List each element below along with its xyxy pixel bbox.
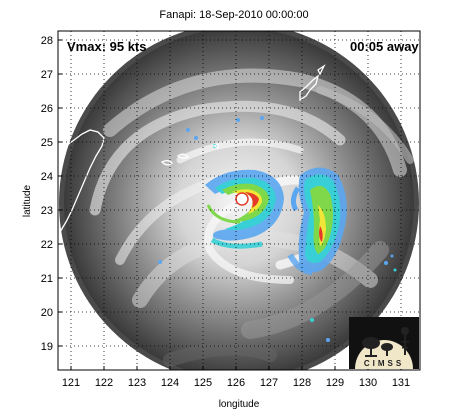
y-tick-label: 27	[41, 69, 53, 81]
x-tick-label: 131	[392, 377, 410, 389]
miyako	[176, 153, 190, 159]
island-south	[111, 346, 119, 354]
okinawa-coast	[299, 74, 320, 102]
x-tick-label: 125	[194, 377, 212, 389]
x-tick-label: 123	[128, 377, 146, 389]
y-tick-label: 26	[41, 103, 53, 115]
y-tick-label: 22	[41, 239, 53, 251]
x-axis-label: longitude	[219, 399, 260, 410]
y-tick-label: 21	[41, 273, 53, 285]
rain-band-east	[287, 167, 347, 275]
time-away-label: 00:05 away	[350, 39, 419, 54]
y-tick-labels: 19 20 21 22 23 24 25 26 27 28	[41, 35, 53, 353]
okinawa-north	[317, 64, 326, 76]
x-tick-label: 130	[359, 377, 377, 389]
x-tick-label: 128	[293, 377, 311, 389]
map-title: Fanapi: 18-Sep-2010 00:00:00	[159, 9, 309, 21]
x-tick-label: 129	[326, 377, 344, 389]
y-tick-label: 23	[41, 205, 53, 217]
y-axis-label: latitude	[22, 184, 33, 217]
islet-a	[212, 142, 219, 150]
y-tick-label: 25	[41, 137, 53, 149]
cimss-logo-text: CIMSS	[364, 359, 404, 368]
tick-marks	[58, 39, 402, 370]
y-tick-label: 20	[41, 307, 53, 319]
island-sw	[85, 326, 92, 332]
x-tick-label: 121	[62, 377, 80, 389]
rain-band-west	[205, 169, 284, 249]
ishigaki	[160, 160, 173, 166]
plot-frame	[57, 30, 421, 371]
x-tick-label: 122	[95, 377, 113, 389]
vmax-label: Vmax: 95 kts	[67, 39, 147, 54]
x-tick-label: 124	[161, 377, 179, 389]
y-tick-label: 24	[41, 171, 53, 183]
storm-eye	[236, 193, 248, 205]
cloud-bands	[89, 68, 414, 367]
grid-lines	[58, 31, 420, 370]
x-tick-label: 127	[260, 377, 278, 389]
cimss-logo: CIMSS	[349, 317, 419, 369]
x-tick-labels: 121 122 123 124 125 126 127 128 129 130 …	[62, 377, 410, 389]
coastlines	[58, 64, 326, 354]
taiwan-coast	[58, 129, 105, 237]
y-tick-label: 19	[41, 341, 53, 353]
y-tick-label: 28	[41, 35, 53, 47]
x-tick-label: 126	[227, 377, 245, 389]
